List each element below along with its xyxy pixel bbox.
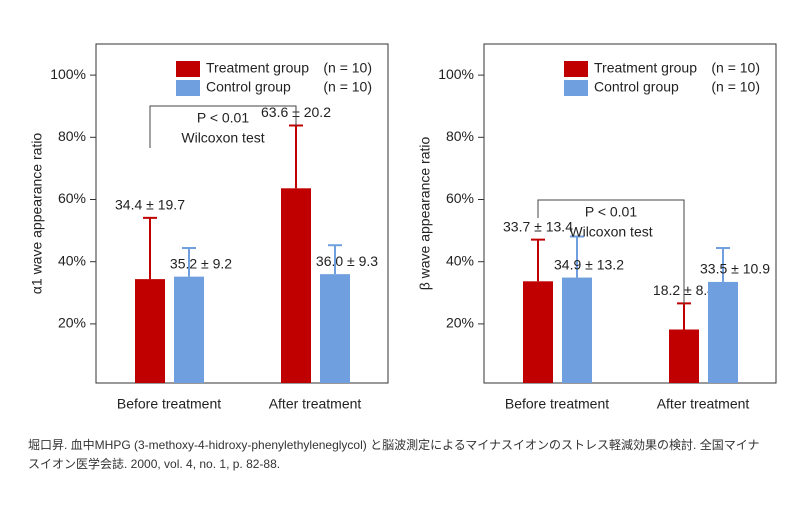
legend-n: (n = 10) [323,60,372,76]
bar [523,281,553,383]
annotation: P < 0.01 [585,204,638,220]
legend-label: Control group [206,79,291,95]
legend-label: Treatment group [594,60,697,76]
value-label: 35.2 ± 9.2 [170,255,232,271]
bar [135,279,165,383]
annotation: P < 0.01 [197,110,250,126]
y-tick-label: 60% [58,190,86,206]
y-tick-label: 100% [50,66,86,82]
value-label: 34.9 ± 13.2 [554,256,624,272]
legend-n: (n = 10) [711,79,760,95]
y-axis-label: β wave appearance ratio [417,136,433,290]
legend-n: (n = 10) [711,60,760,76]
legend-swatch [176,61,200,77]
significance-bracket [537,199,685,304]
y-tick-label: 40% [446,252,474,268]
x-tick-label: Before treatment [505,396,609,412]
x-tick-label: After treatment [657,396,750,412]
bar [320,274,350,383]
charts: 20% 40% 60% 80% 100% α1 wave appearance ratio… [29,43,777,412]
y-tick-label: 40% [58,252,86,268]
value-label: 33.5 ± 10.9 [700,261,770,277]
plot-frame [95,43,389,384]
significance-bracket [149,105,297,148]
caption: 堀口昇. 血中MHPG (3-methoxy-4-hidroxy-phenyle… [28,438,760,471]
y-tick-label: 20% [58,315,86,331]
x-tick-label: After treatment [269,396,362,412]
value-label: 34.4 ± 19.7 [115,197,185,213]
legend-label: Treatment group [206,60,309,76]
x-tick-label: Before treatment [117,396,221,412]
y-tick-label: 80% [446,128,474,144]
value-label: 36.0 ± 9.3 [316,253,378,269]
bar [669,329,699,383]
y-tick-label: 60% [446,190,474,206]
y-tick-label: 80% [58,128,86,144]
legend-label: Control group [594,79,679,95]
bar [174,276,204,383]
y-tick-label: 100% [438,66,474,82]
bar [562,277,592,383]
legend-n: (n = 10) [323,79,372,95]
legend-swatch [564,61,588,77]
y-axis-label: α1 wave appearance ratio [29,133,45,295]
legend-swatch [564,80,588,96]
y-tick-label: 20% [446,315,474,331]
annotation: Wilcoxon test [181,130,264,146]
legend-swatch [176,80,200,96]
value-label: 33.7 ± 13.4 [503,218,573,234]
annotation: Wilcoxon test [569,224,652,240]
plot-frame [483,43,777,384]
bar [708,281,738,383]
bar [281,188,311,383]
